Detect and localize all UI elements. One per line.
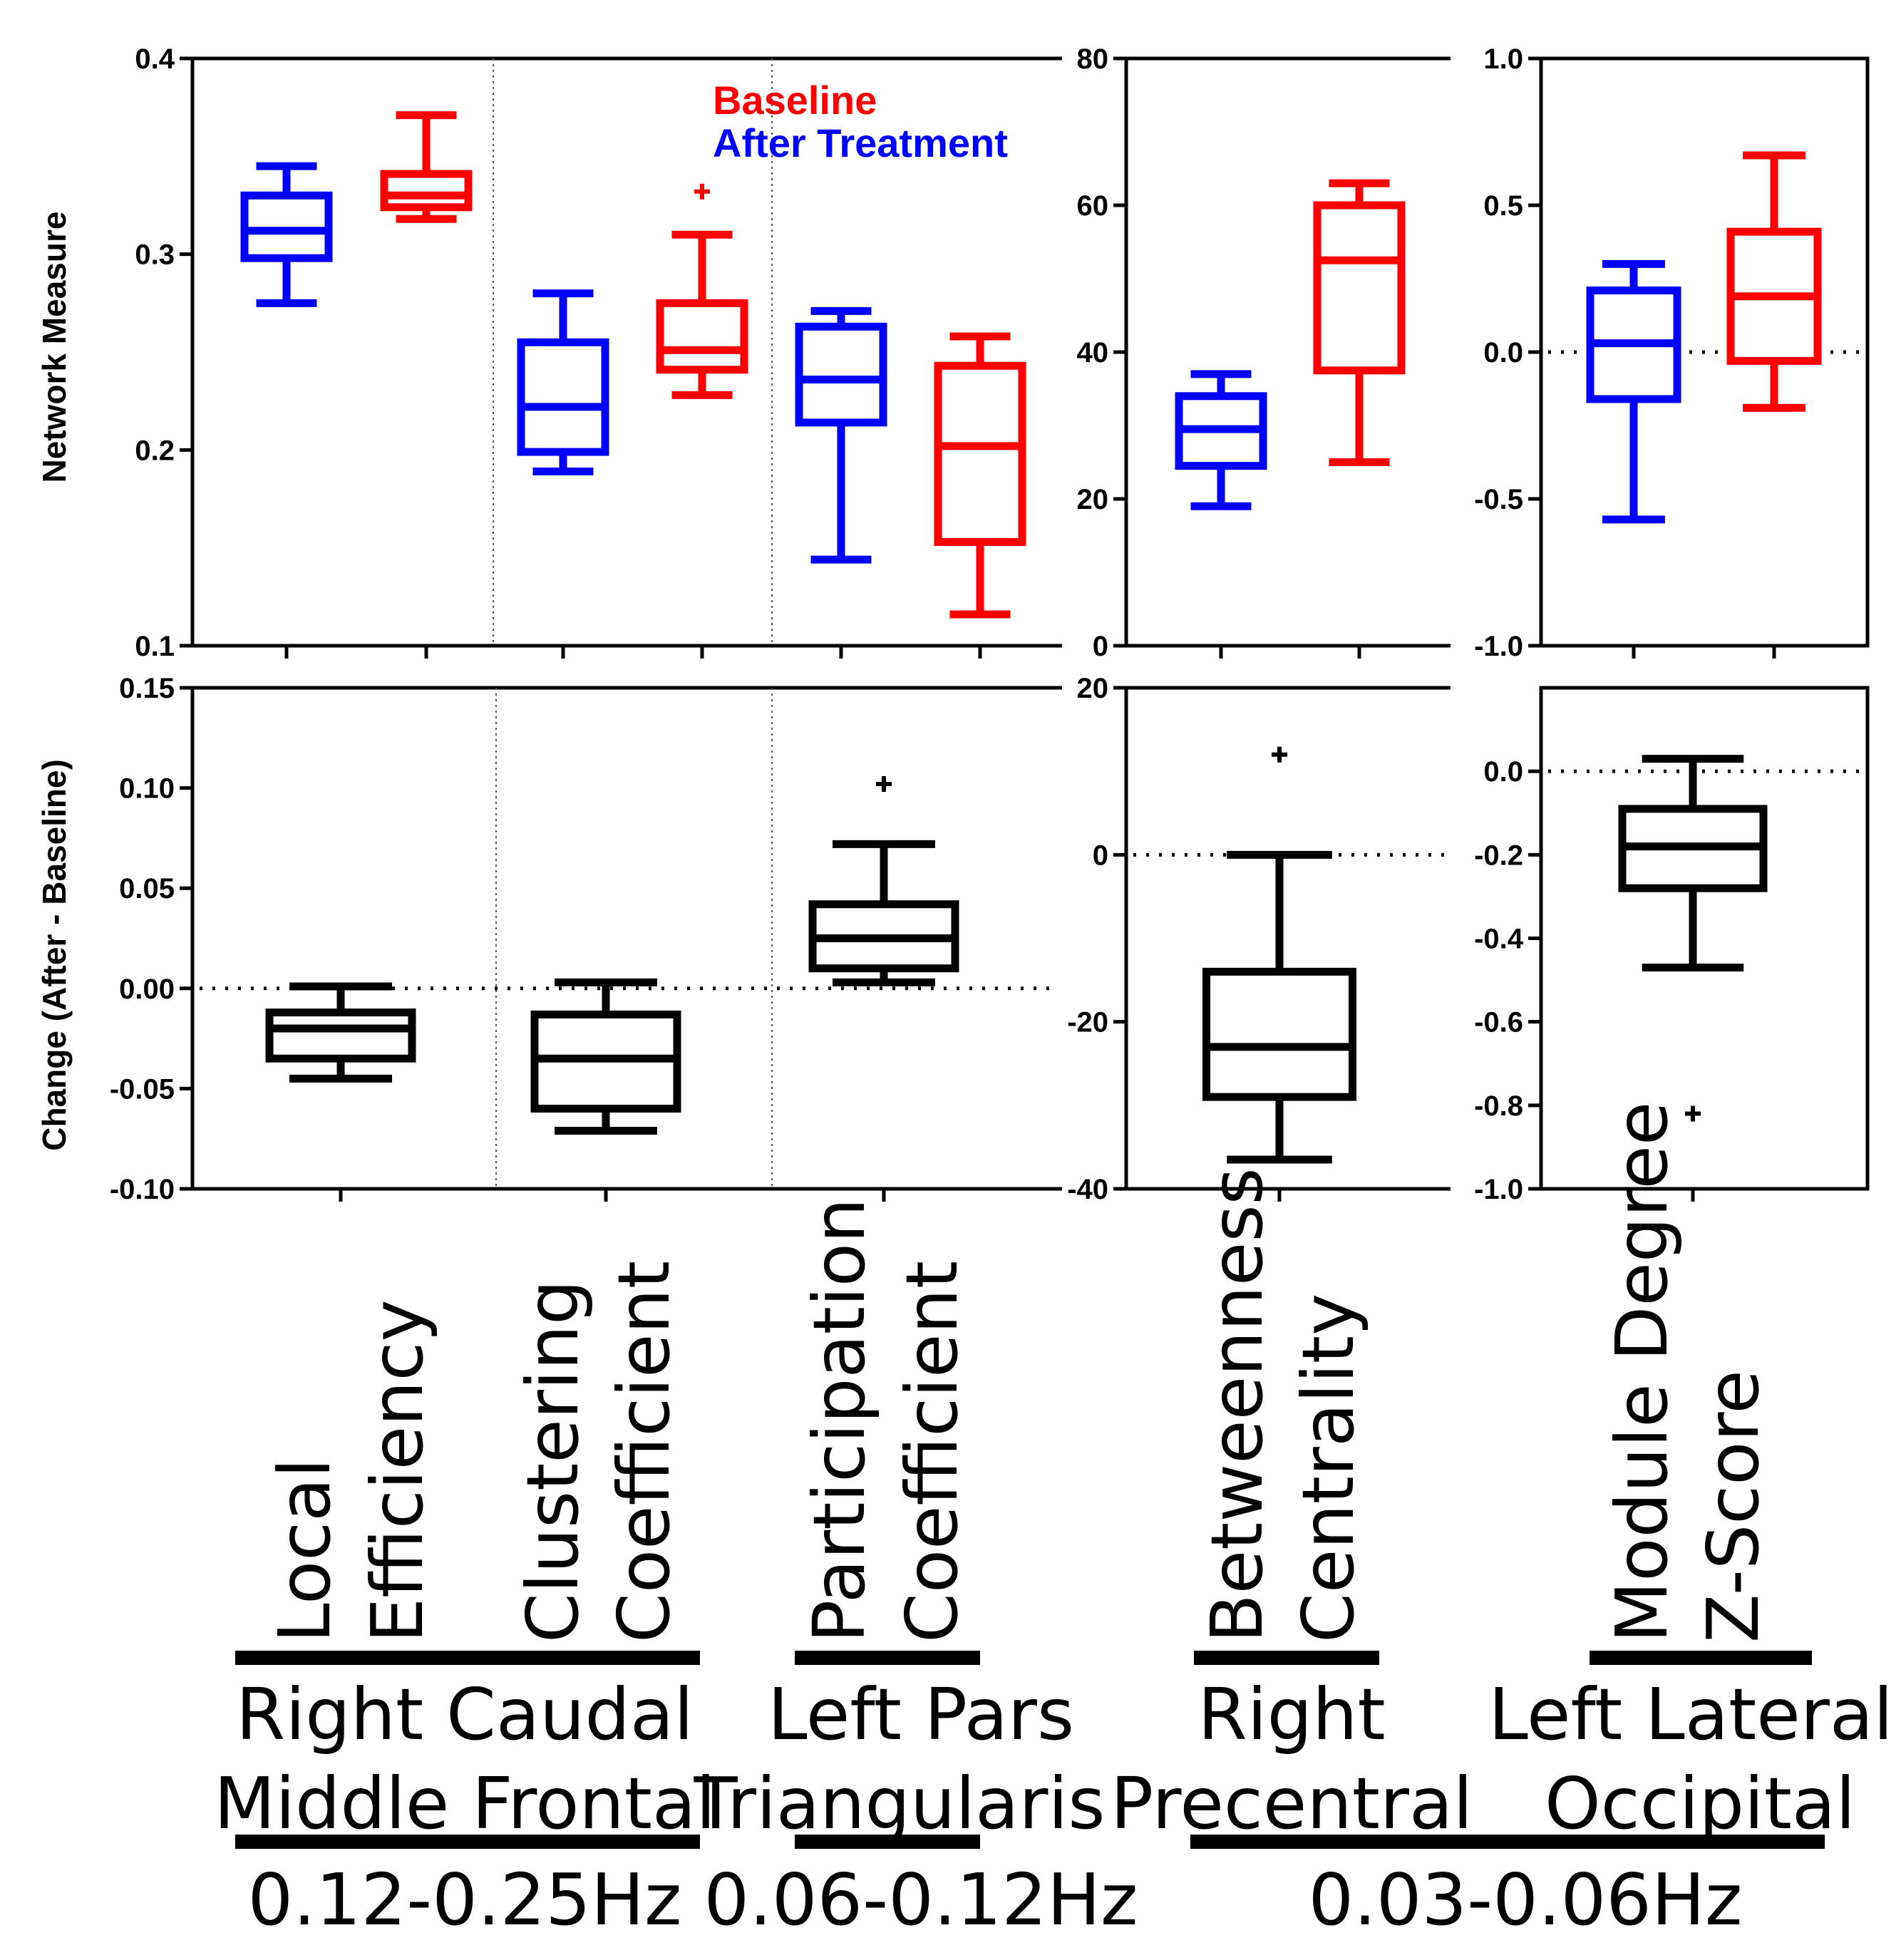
box-baseline-betweenness-centrality: [1313, 179, 1406, 466]
panel-bottom-mid: -40 -20 0 20: [1067, 673, 1451, 1205]
y-tick-label: 80: [1077, 43, 1109, 75]
box-baseline-participation-coefficient: [934, 332, 1026, 619]
y-tick-label: 0: [1093, 631, 1108, 662]
box-change-module-degree-z-score: [1618, 755, 1768, 1122]
region-left-pars-triangularis-line1: Left Pars: [768, 1673, 1074, 1756]
category-module-degree-z-score-line2: Z-Score: [1691, 1370, 1775, 1643]
y-tick-label: 20: [1077, 673, 1109, 704]
y-tick-label: -0.6: [1474, 1007, 1523, 1038]
y-tick-label: 0.0: [1483, 337, 1523, 368]
bottom-y-axis-title: Change (After - Baseline): [36, 759, 73, 1151]
category-underline-lpt: [795, 1651, 980, 1665]
y-tick-label: -1.0: [1474, 1174, 1523, 1205]
iqr-box: [656, 299, 748, 374]
axes-frame: [1539, 686, 1870, 1191]
panel-top-left: 0.1 0.2 0.3 0.4: [135, 43, 1062, 662]
y-tick-label: -0.8: [1474, 1090, 1523, 1122]
box-change-local-efficiency: [265, 982, 416, 1083]
grouping-bars: [235, 1651, 1825, 1849]
y-tick-label: 0.10: [119, 773, 175, 805]
outlier-marker: [1272, 746, 1287, 763]
box-baseline-module-degree-z-score: [1726, 151, 1822, 412]
region-underline-low: [1190, 1835, 1825, 1849]
panel-bottom-left: -0.10 -0.05 0.00 0.05 0.10 0.15: [110, 673, 1062, 1205]
y-tick-label: -0.4: [1474, 924, 1524, 955]
band-label-mid: 0.06-0.12Hz: [704, 1858, 1138, 1941]
category-betweenness-centrality-line2: Centrality: [1287, 1294, 1370, 1643]
y-tick-label: 40: [1077, 337, 1109, 368]
y-tick-label: 60: [1077, 190, 1109, 222]
band-label-high: 0.12-0.25Hz: [247, 1858, 681, 1941]
y-tick-label: -1.0: [1474, 631, 1523, 662]
category-underline-llo: [1590, 1651, 1812, 1665]
category-clustering-coefficient-line1: Clustering: [511, 1279, 594, 1643]
iqr-box: [795, 322, 887, 427]
box-after-clustering-coefficient: [517, 289, 609, 476]
y-tick-label: 0.5: [1483, 190, 1523, 222]
y-tick-label: 0.0: [1483, 756, 1523, 788]
region-right-caudal-middle-frontal-line2: Middle Frontal: [214, 1762, 716, 1845]
region-left-pars-triangularis-line2: Triangularis: [694, 1762, 1106, 1845]
y-tick-label: -20: [1067, 1007, 1108, 1038]
region-left-lateral-occipital-line1: Left Lateral: [1488, 1673, 1893, 1756]
panel-top-right: -1.0 -0.5 0.0 0.5 1.0: [1474, 43, 1870, 662]
category-betweenness-centrality-line1: Betweenness: [1195, 1167, 1279, 1643]
category-clustering-coefficient-line2: Coefficient: [602, 1261, 686, 1643]
outlier-marker: [1685, 1105, 1701, 1122]
iqr-box: [265, 1009, 416, 1063]
y-tick-label: -0.10: [110, 1174, 175, 1205]
category-underline-rcmf: [235, 1651, 700, 1665]
box-after-module-degree-z-score: [1586, 259, 1681, 524]
y-tick-label: -0.05: [110, 1073, 175, 1105]
region-underline-high: [235, 1835, 700, 1849]
y-tick-label: 0.3: [135, 239, 175, 271]
box-after-betweenness-centrality: [1175, 370, 1267, 510]
category-local-efficiency-line2: Efficiency: [356, 1299, 439, 1643]
top-y-axis-title: Network Measure: [36, 212, 73, 483]
y-tick-label: 1.0: [1483, 43, 1523, 75]
region-left-lateral-occipital-line2: Occipital: [1545, 1762, 1855, 1845]
region-right-caudal-middle-frontal-line1: Right Caudal: [236, 1673, 694, 1756]
y-tick-label: 0.1: [135, 631, 175, 662]
box-change-participation-coefficient: [808, 775, 959, 986]
panels: 0.1 0.2 0.3 0.4 0 20 40 60 80 -1.0 -0.5 0.0 0.5 1.0 -0…: [110, 43, 1870, 1205]
legend-baseline: Baseline: [713, 78, 877, 123]
outlier-marker: [876, 775, 892, 792]
legend-after-treatment: After Treatment: [713, 120, 1008, 165]
region-right-precentral-line1: Right: [1197, 1673, 1385, 1756]
y-tick-label: 0.4: [135, 43, 175, 75]
box-baseline-local-efficiency: [380, 111, 473, 223]
panel-bottom-right: -1.0 -0.8 -0.6 -0.4 -0.2 0.0: [1474, 686, 1870, 1205]
panel-top-mid: 0 20 40 60 80: [1077, 43, 1451, 662]
outlier-marker: [694, 183, 710, 200]
band-label-low: 0.03-0.06Hz: [1308, 1858, 1742, 1941]
y-tick-label: 0.2: [135, 435, 175, 466]
box-change-betweenness-centrality: [1202, 746, 1356, 1164]
iqr-box: [517, 338, 609, 456]
y-tick-label: 0.00: [119, 974, 175, 1005]
y-tick-label: 0: [1093, 840, 1108, 871]
y-tick-label: 20: [1077, 484, 1109, 515]
category-module-degree-z-score-line1: Module Degree: [1600, 1102, 1684, 1643]
category-local-efficiency-line1: Local: [263, 1458, 346, 1643]
y-tick-label: 0.05: [119, 873, 175, 904]
category-underline-rpc: [1194, 1651, 1379, 1665]
iqr-box: [934, 361, 1026, 546]
iqr-box: [1313, 201, 1406, 375]
category-participation-coefficient-line2: Coefficient: [890, 1261, 974, 1643]
iqr-box: [1202, 967, 1356, 1101]
region-right-precentral-line2: Precentral: [1111, 1762, 1473, 1845]
category-participation-coefficient-line1: Participation: [798, 1198, 881, 1643]
box-change-clustering-coefficient: [530, 978, 681, 1135]
iqr-box: [380, 170, 473, 212]
y-tick-label: -40: [1067, 1174, 1108, 1205]
box-baseline-clustering-coefficient: [656, 183, 748, 399]
region-underline-mid: [795, 1835, 980, 1849]
y-tick-label: -0.5: [1474, 484, 1523, 515]
y-tick-label: 0.15: [119, 673, 175, 704]
box-after-participation-coefficient: [795, 306, 887, 564]
y-tick-label: -0.2: [1474, 840, 1523, 871]
box-after-local-efficiency: [240, 162, 333, 307]
